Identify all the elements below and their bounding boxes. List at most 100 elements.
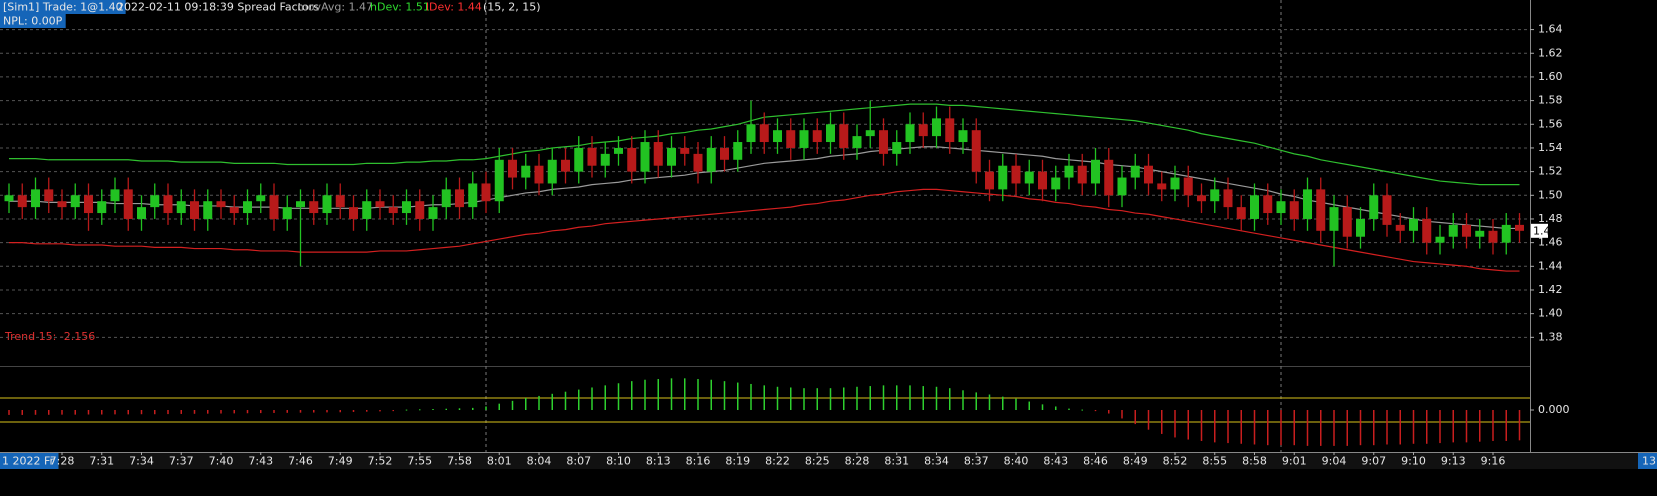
trend-bar [326, 410, 328, 413]
candle-body [335, 195, 345, 208]
x-tick-label: 9:04 [1322, 455, 1347, 468]
x-tick-label: 8:58 [1242, 455, 1267, 468]
x-tick-label: 8:25 [805, 455, 830, 468]
x-tick-label: 9:13 [1441, 455, 1466, 468]
y-tick-label: 1.40 [1538, 307, 1563, 320]
trend-bar [366, 410, 368, 412]
trend-bar [34, 410, 37, 415]
trend-bar [1055, 406, 1057, 410]
trend-bar [684, 378, 686, 410]
candle-body [1210, 189, 1220, 202]
candle-body [905, 124, 915, 143]
candle-body [1316, 189, 1326, 231]
y-tick-label: 1.62 [1538, 46, 1563, 59]
trend-bar [882, 385, 885, 410]
last-price-label: 1.47 [1533, 224, 1558, 237]
trend-bar [657, 379, 659, 410]
x-tick-label: 8:52 [1163, 455, 1188, 468]
candle-body [932, 118, 941, 137]
candle-body [441, 189, 451, 208]
trend-bar [962, 390, 964, 410]
candle-body [84, 195, 93, 214]
corner-badge [1638, 453, 1657, 469]
trend-title: Trend 15: -2.156 [4, 330, 95, 343]
trend-bar [856, 386, 858, 410]
trend-bar [405, 409, 408, 411]
trend-bar [843, 387, 845, 410]
trend-bar [21, 410, 23, 415]
candle-body [1091, 159, 1100, 184]
trend-bar [154, 410, 156, 415]
candle-body [1409, 218, 1418, 231]
trend-bar [260, 410, 262, 414]
trend-bar [737, 382, 739, 410]
candle-body [1077, 165, 1087, 184]
date-label: 1 2022 Fr [2, 455, 55, 468]
trend-bar [829, 388, 832, 410]
trend-bar [710, 379, 712, 410]
header-params: (15, 2, 15) [483, 1, 541, 14]
candle-body [574, 147, 584, 172]
trend-bar [1306, 410, 1309, 446]
candle-body [892, 142, 902, 154]
header-hdev: hDev: 1.51 [370, 1, 430, 14]
trend-bar [1518, 410, 1521, 441]
x-tick-label: 9:16 [1481, 455, 1506, 468]
candle-body [322, 195, 332, 214]
trend-bar [101, 410, 103, 415]
candle-body [640, 142, 650, 172]
x-tick-label: 8:07 [566, 455, 591, 468]
y-tick-label: 1.42 [1538, 283, 1563, 296]
candle-body [1250, 195, 1259, 219]
candle-body [706, 147, 716, 172]
trend-bar [1412, 410, 1415, 444]
trend-bar [207, 410, 209, 414]
trend-bar [1161, 410, 1163, 434]
candle-body [773, 130, 782, 143]
trend-bar [61, 410, 63, 415]
x-tick-label: 8:13 [646, 455, 671, 468]
trend-bar [286, 410, 288, 413]
candle-body [1104, 159, 1114, 196]
date-badge [0, 453, 59, 469]
candle-body [163, 195, 173, 214]
trend-bar [551, 393, 553, 410]
candle-body [349, 207, 358, 219]
x-tick-label: 9:10 [1401, 455, 1426, 468]
trend-bar [114, 410, 116, 415]
candle-body [455, 189, 464, 208]
candle-body [203, 201, 213, 219]
candle-body [216, 201, 226, 208]
candle-body [282, 207, 292, 219]
trend-bar [1492, 410, 1494, 441]
trend-bar [127, 410, 129, 415]
trend-bar [525, 398, 527, 410]
trend-bar [591, 387, 593, 410]
candle-body [1342, 207, 1352, 237]
trend-bar [1373, 410, 1375, 446]
trend-bar [1081, 409, 1083, 411]
trend-bar [1253, 410, 1256, 445]
y-tick-label: 1.54 [1538, 141, 1563, 154]
trend-bar [379, 410, 381, 412]
trend-bar [975, 392, 977, 410]
x-tick-label: 7:55 [407, 455, 432, 468]
trend-bar [511, 400, 514, 410]
candle-body [1501, 224, 1511, 243]
candle-body [1329, 207, 1339, 231]
candle-body [653, 142, 663, 166]
candle-body [1488, 230, 1498, 243]
y-tick-label: 1.46 [1538, 236, 1563, 249]
candle-body [176, 201, 186, 214]
y-tick-label: 1.44 [1538, 259, 1563, 272]
trend-bar [1320, 410, 1322, 446]
candle-body [110, 189, 120, 202]
candle-body [918, 124, 928, 137]
trend-bar [1134, 410, 1136, 425]
candle-body [1435, 236, 1445, 243]
candle-body [97, 201, 107, 214]
trend-bar [909, 385, 911, 410]
candle-body [879, 130, 888, 154]
candle-body [1382, 195, 1392, 225]
x-tick-label: 8:10 [606, 455, 631, 468]
